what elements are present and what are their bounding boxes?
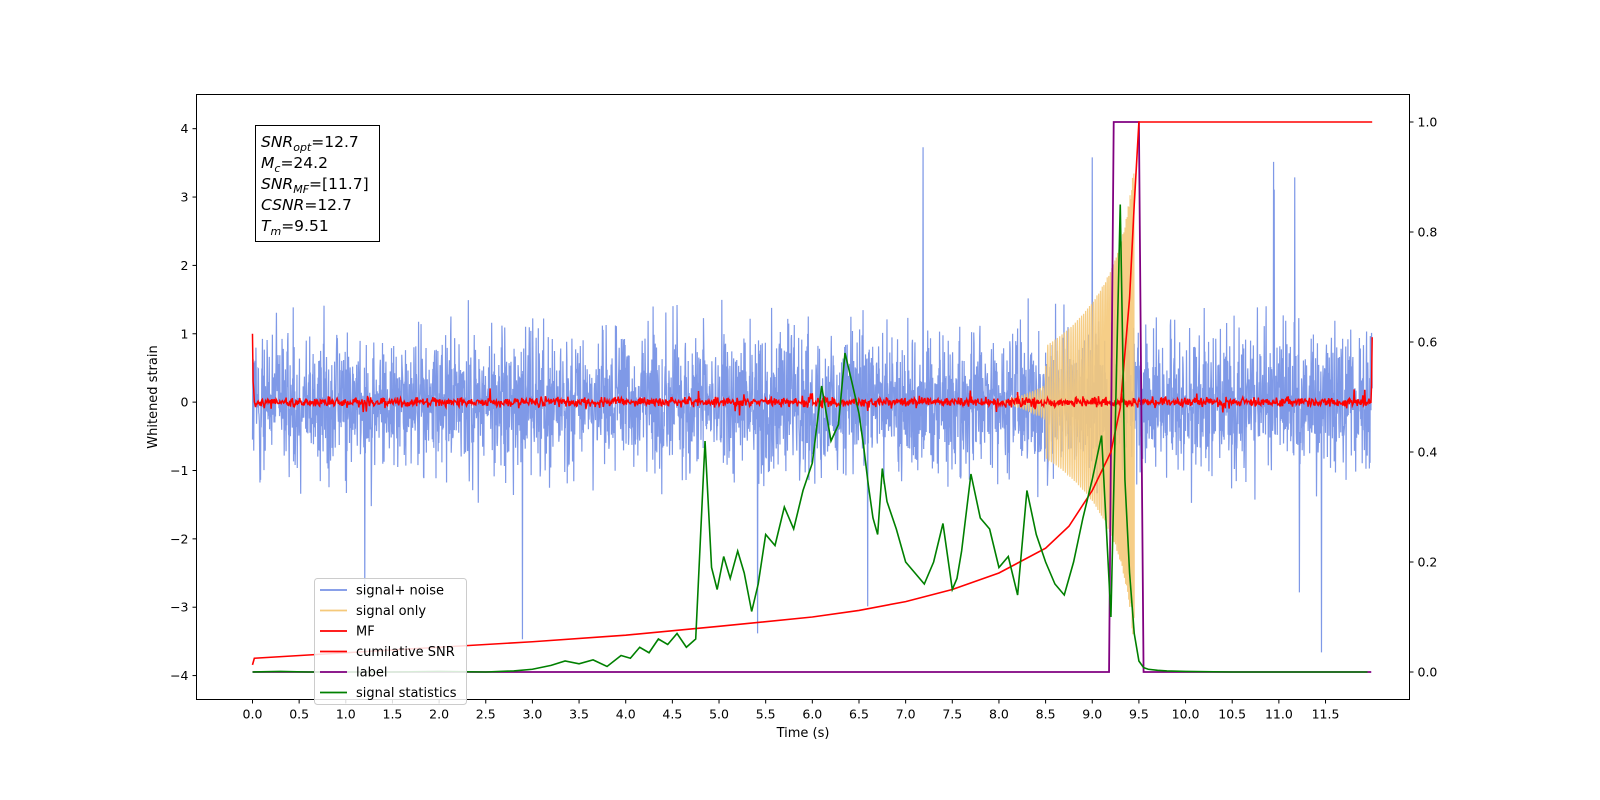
series-layer: [251, 121, 1373, 673]
y-right-tick-label: 0.8: [1418, 225, 1438, 240]
y-left-tick-label: −1: [170, 463, 188, 478]
legend-item-label: signal statistics: [356, 686, 457, 701]
legend-item-label: cumilative SNR: [356, 645, 455, 660]
annotation-frame: [255, 125, 380, 242]
x-tick-label: 10.5: [1218, 707, 1246, 722]
x-tick-label: 8.5: [1036, 707, 1056, 722]
y-left-tick-label: 3: [181, 190, 189, 205]
annotation-line: Mc=24.2: [261, 154, 328, 175]
x-tick-label: 2.0: [429, 707, 449, 722]
x-tick-label: 9.0: [1082, 707, 1102, 722]
x-tick-label: 9.5: [1129, 707, 1149, 722]
x-tick-label: 6.5: [849, 707, 869, 722]
x-tick-label: 2.5: [476, 707, 496, 722]
x-tick-label: 0.5: [289, 707, 309, 722]
legend-item-label: label: [356, 666, 387, 681]
y-right-axis: 0.0 0.2 0.4 0.6 0.8 1.0: [1409, 115, 1438, 680]
annotation-line: CSNR=12.7: [261, 196, 352, 214]
series-mf: [251, 333, 1373, 416]
legend-item-label: signal only: [356, 604, 426, 619]
legend-frame: [314, 578, 467, 705]
x-tick-label: 8.0: [989, 707, 1009, 722]
x-axis-label: Time (s): [776, 726, 830, 741]
y-right-tick-label: 0.4: [1418, 445, 1438, 460]
y-axis-label: Whitened strain: [146, 345, 161, 448]
x-tick-label: 0.0: [243, 707, 263, 722]
legend-item-label: signal+ noise: [356, 584, 444, 599]
legend-item-label: MF: [356, 625, 375, 640]
x-tick-label: 3.5: [569, 707, 589, 722]
annotation-line: Tm=9.51: [261, 217, 329, 238]
plot-frame: [196, 94, 1410, 700]
y-right-tick-label: 0.2: [1418, 555, 1438, 570]
x-tick-label: 5.5: [756, 707, 776, 722]
x-tick-label: 1.5: [383, 707, 403, 722]
annotation-line: SNRMF=[11.7]: [261, 175, 369, 196]
x-tick-label: 1.0: [336, 707, 356, 722]
y-right-tick-label: 0.6: [1418, 335, 1438, 350]
y-left-tick-label: −2: [170, 531, 188, 546]
x-axis: 0.0 0.5 1.0 1.5 2.0 2.5 3.0 3.5 4.0 4.5 5.0 5.5 6.0 6…: [243, 699, 1340, 722]
y-right-tick-label: 0.0: [1418, 665, 1438, 680]
series-signal-statistics: [252, 204, 1368, 673]
y-left-tick-label: 2: [181, 258, 189, 273]
y-left-tick-label: −4: [170, 668, 188, 683]
x-tick-label: 10.0: [1172, 707, 1200, 722]
x-tick-label: 7.5: [942, 707, 962, 722]
x-tick-label: 7.0: [896, 707, 916, 722]
x-tick-label: 11.5: [1312, 707, 1340, 722]
y-right-tick-label: 1.0: [1418, 115, 1438, 130]
y-left-tick-label: 1: [181, 326, 189, 341]
y-left-tick-label: 4: [181, 121, 189, 136]
series-signal-only: [998, 173, 1144, 635]
x-tick-label: 4.5: [662, 707, 682, 722]
x-tick-label: 6.0: [802, 707, 822, 722]
legend: signal+ noise signal only MF cumilative SNR…: [314, 578, 467, 705]
x-tick-label: 5.0: [709, 707, 729, 722]
annotation-line: SNRopt=12.7: [261, 133, 359, 154]
x-tick-label: 4.0: [616, 707, 636, 722]
y-left-tick-label: 0: [181, 395, 189, 410]
x-tick-label: 11.0: [1265, 707, 1293, 722]
y-left-tick-label: −3: [170, 600, 188, 615]
series-signal-noise: [251, 147, 1373, 653]
y-left-axis: −4 −3 −2 −1 0 1 2 3 4: [170, 121, 197, 683]
x-tick-label: 3.0: [522, 707, 542, 722]
